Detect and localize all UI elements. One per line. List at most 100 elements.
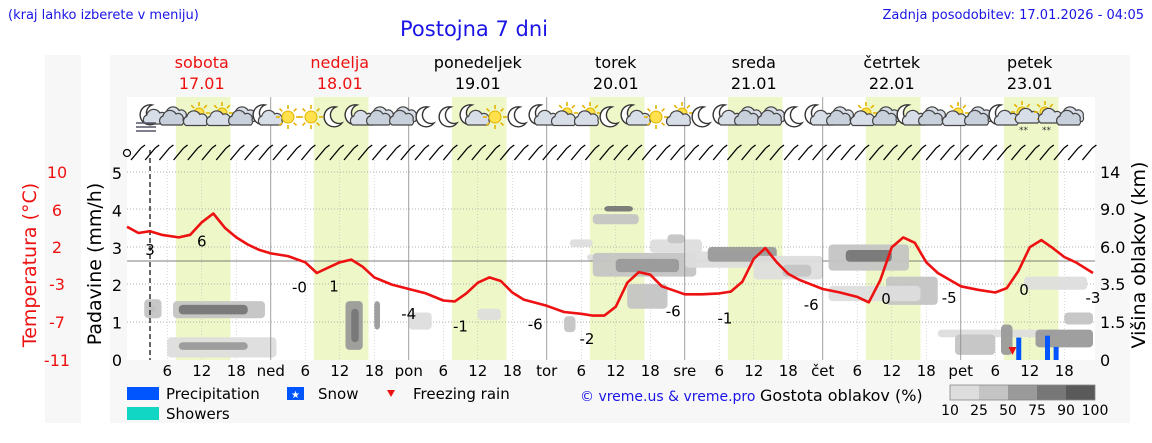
wind-barb-flag xyxy=(325,144,330,149)
moon-icon xyxy=(323,106,345,128)
wind-barb xyxy=(528,144,543,161)
cloud-cell xyxy=(374,301,380,330)
wind-barb-shaft xyxy=(954,147,966,161)
temperature-label: -6 xyxy=(804,296,819,314)
wind-barb-flag xyxy=(850,144,856,149)
wind-barb-flag xyxy=(524,144,529,149)
x-axis-tick: 12 xyxy=(744,362,763,380)
wind-barb xyxy=(641,144,657,161)
legend-precipitation-swatch xyxy=(127,387,159,400)
wind-barb xyxy=(229,144,245,161)
cloud-density-swatch xyxy=(1037,385,1066,400)
right-axis-label: Višina oblakov (km) xyxy=(1128,162,1150,349)
day-separators xyxy=(149,97,962,360)
wind-barb-flag xyxy=(680,144,685,149)
wind-barb-flag xyxy=(907,144,913,149)
sun-ray xyxy=(949,104,954,109)
cloud-cell xyxy=(650,239,702,253)
wind-barb-flag xyxy=(879,144,884,149)
right-axis-tick: 14 xyxy=(1100,163,1120,182)
wind-barb-shaft xyxy=(712,147,724,161)
wind-barb-shaft xyxy=(258,147,270,161)
temperature-axis-tick: -11 xyxy=(44,351,70,370)
wind-barb-shaft xyxy=(542,147,554,161)
moon-icon xyxy=(691,106,713,128)
cloud-cell xyxy=(604,206,633,212)
sun-ray xyxy=(962,104,967,109)
x-axis-tick: 12 xyxy=(882,362,901,380)
wind-barb-shaft xyxy=(726,147,738,161)
moon-shape xyxy=(691,106,713,128)
left-axis-tick: 2 xyxy=(112,276,122,295)
cloudy-icon xyxy=(389,106,418,126)
cloud-cell xyxy=(955,334,996,355)
temperature-label: 0 xyxy=(881,290,891,308)
wind-barb xyxy=(329,144,345,161)
wind-barb xyxy=(556,144,572,161)
wind-barb xyxy=(868,144,884,161)
moon-shape xyxy=(783,106,805,128)
wind-barb xyxy=(386,144,401,161)
wind-barb-flag xyxy=(822,144,827,149)
cloud-density-title: Gostota oblakov (%) xyxy=(760,386,923,405)
sun-ray xyxy=(485,107,490,112)
wind-barb-flag xyxy=(580,144,586,149)
wind-barb-flag xyxy=(211,144,217,149)
legend-snow-swatch xyxy=(287,387,304,400)
sun-ray xyxy=(594,104,599,109)
wind-barb-flag xyxy=(1092,144,1097,149)
cloud-shape xyxy=(464,109,490,126)
snowflake-icon: ★ xyxy=(291,390,300,401)
sun-ray xyxy=(558,104,563,109)
sun-ray xyxy=(278,122,283,127)
wind-barb xyxy=(712,144,728,161)
wind-barb-flag xyxy=(694,144,700,149)
location-hint[interactable]: (kraj lahko izberete v meniju) xyxy=(8,8,199,23)
wind-barb xyxy=(897,144,913,161)
wind-barb-shaft xyxy=(513,147,525,161)
x-axis-tick: 18 xyxy=(641,362,660,380)
wind-barb-shaft xyxy=(570,147,582,161)
wind-barb-shaft xyxy=(315,147,327,161)
sun-ray xyxy=(571,104,576,109)
cloud-cell xyxy=(569,239,593,247)
legend-showers-label: Showers xyxy=(166,405,230,423)
left-axis-tick: 5 xyxy=(112,164,122,183)
cloud-cell xyxy=(351,308,359,343)
temperature-axis-tick: 2 xyxy=(52,238,62,257)
x-axis-tick: 6 xyxy=(438,362,448,380)
page-title: Postojna 7 dni xyxy=(400,17,548,41)
cloudy-icon xyxy=(1056,106,1085,126)
wind-barb xyxy=(343,144,359,161)
wind-barb-shaft xyxy=(158,147,170,161)
wind-barb-flag xyxy=(1035,144,1040,149)
wind-barb-shaft xyxy=(698,147,710,161)
wind-barb xyxy=(457,144,472,161)
cloud-cell xyxy=(627,284,668,309)
day-name: petek xyxy=(1007,53,1053,72)
wind-barb xyxy=(584,144,600,161)
sun-disc xyxy=(649,110,663,124)
x-axis-tick: 12 xyxy=(468,362,487,380)
moon-icon xyxy=(599,106,621,128)
cloud-shape xyxy=(757,109,783,126)
x-axis-day-tick: sre xyxy=(673,362,696,380)
x-axis-tick: 12 xyxy=(192,362,211,380)
wind-barb-flag xyxy=(992,144,998,149)
x-axis-tick: 18 xyxy=(503,362,522,380)
wind-barb-flag xyxy=(1021,144,1026,149)
precipitation-bar xyxy=(1053,346,1059,360)
wind-barb-shaft xyxy=(897,147,909,161)
sun-ray xyxy=(316,122,321,127)
wind-barb-flag xyxy=(296,144,302,149)
cloud-cell xyxy=(845,249,892,262)
wind-barb-shaft xyxy=(485,147,497,161)
moon-cloud-icon xyxy=(988,104,1019,126)
wind-barb-shaft xyxy=(343,147,355,161)
wind-barb xyxy=(812,144,827,161)
wind-barb-shaft xyxy=(428,147,440,161)
sun-ray xyxy=(485,122,490,127)
